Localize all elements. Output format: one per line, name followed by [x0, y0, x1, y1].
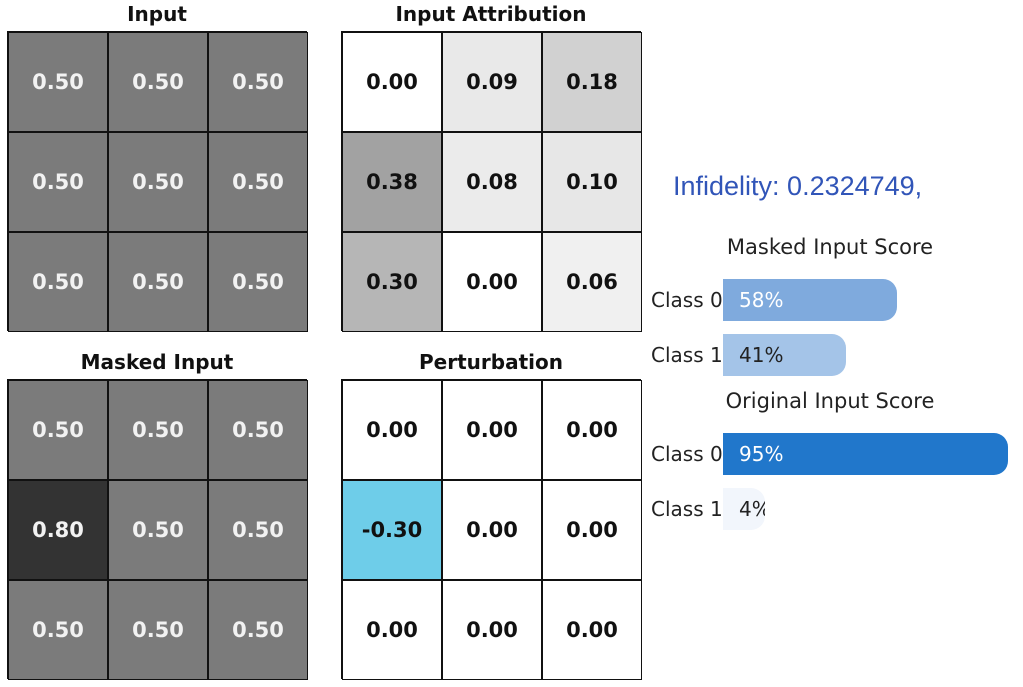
input-grid: 0.50 0.50 0.50 0.50 0.50 0.50 0.50 0.50 0.50	[7, 31, 308, 332]
masked-score-title: Masked Input Score	[726, 235, 934, 259]
input-cell: 0.50	[108, 32, 208, 132]
masked-cell: 0.50	[208, 580, 308, 680]
attribution-cell: 0.06	[542, 232, 642, 332]
perturbation-cell: 0.00	[342, 380, 442, 480]
perturbation-cell: 0.00	[342, 580, 442, 680]
score-bar: 4%	[723, 488, 765, 530]
input-cell: 0.50	[108, 232, 208, 332]
attribution-cell: 0.38	[342, 132, 442, 232]
original-score-title: Original Input Score	[725, 389, 935, 413]
attribution-cell: 0.18	[542, 32, 642, 132]
masked-cell: 0.50	[208, 380, 308, 480]
attribution-cell: 0.10	[542, 132, 642, 232]
score-bar-track: 58%	[723, 279, 1013, 321]
perturbation-cell: 0.00	[542, 580, 642, 680]
attribution-cell: 0.00	[342, 32, 442, 132]
input-cell: 0.50	[8, 132, 108, 232]
score-bar-track: 41%	[723, 334, 1013, 376]
attribution-cell: 0.08	[442, 132, 542, 232]
perturbation-grid: 0.00 0.00 0.00 -0.30 0.00 0.00 0.00 0.00 0.00	[341, 379, 642, 680]
perturbation-cell: 0.00	[442, 380, 542, 480]
masked-input-panel-title: Masked Input	[80, 350, 234, 374]
attribution-panel-title: Input Attribution	[395, 2, 587, 26]
score-bar: 95%	[723, 433, 1008, 475]
score-percent: 4%	[739, 497, 765, 521]
masked-cell: 0.50	[8, 380, 108, 480]
score-class-label: Class 0	[651, 442, 723, 466]
attribution-grid: 0.00 0.09 0.18 0.38 0.08 0.10 0.30 0.00 0.06	[341, 31, 642, 332]
input-cell: 0.50	[8, 32, 108, 132]
masked-cell: 0.50	[108, 580, 208, 680]
score-bar: 41%	[723, 334, 846, 376]
input-cell: 0.50	[208, 232, 308, 332]
attribution-cell: 0.00	[442, 232, 542, 332]
score-percent: 95%	[739, 442, 784, 466]
masked-input-grid: 0.50 0.50 0.50 0.80 0.50 0.50 0.50 0.50 0.50	[7, 379, 308, 680]
perturbation-cell: 0.00	[442, 580, 542, 680]
perturbation-cell: 0.00	[542, 380, 642, 480]
perturbation-cell: 0.00	[542, 480, 642, 580]
input-cell: 0.50	[108, 132, 208, 232]
input-panel-title: Input	[127, 2, 187, 26]
input-cell: 0.50	[208, 32, 308, 132]
score-class-label: Class 0	[651, 288, 723, 312]
masked-cell: 0.50	[208, 480, 308, 580]
masked-cell: 0.50	[108, 380, 208, 480]
score-bar-track: 95%	[723, 433, 1013, 475]
score-percent: 58%	[739, 288, 784, 312]
score-class-label: Class 1	[651, 343, 723, 367]
input-cell: 0.50	[208, 132, 308, 232]
attribution-cell: 0.30	[342, 232, 442, 332]
masked-cell: 0.50	[8, 580, 108, 680]
masked-cell: 0.80	[8, 480, 108, 580]
score-class-label: Class 1	[651, 497, 723, 521]
score-percent: 41%	[739, 343, 784, 367]
perturbation-cell: -0.30	[342, 480, 442, 580]
score-bar-track: 4%	[723, 488, 1013, 530]
score-bar: 58%	[723, 279, 897, 321]
input-cell: 0.50	[8, 232, 108, 332]
infidelity-value: Infidelity: 0.2324749,	[673, 171, 923, 201]
perturbation-panel-title: Perturbation	[419, 350, 563, 374]
perturbation-cell: 0.00	[442, 480, 542, 580]
attribution-cell: 0.09	[442, 32, 542, 132]
masked-cell: 0.50	[108, 480, 208, 580]
